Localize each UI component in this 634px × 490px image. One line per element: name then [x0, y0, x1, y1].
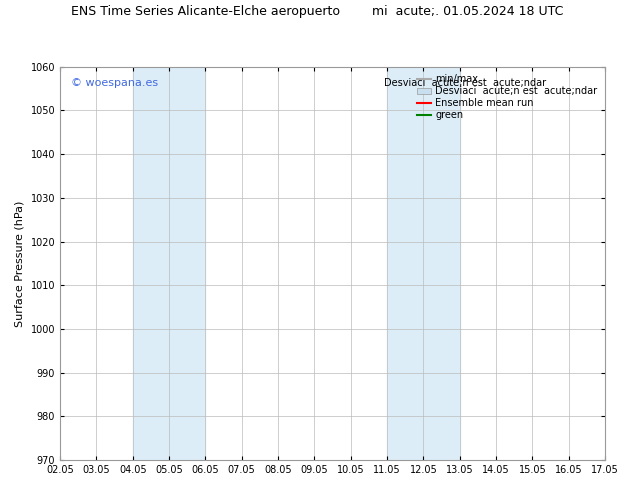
Text: Desviaci  acute;n est  acute;ndar: Desviaci acute;n est acute;ndar — [384, 78, 547, 88]
Bar — [133, 67, 205, 460]
Text: ENS Time Series Alicante-Elche aeropuerto        mi  acute;. 01.05.2024 18 UTC: ENS Time Series Alicante-Elche aeropuert… — [71, 5, 563, 18]
Text: © woespana.es: © woespana.es — [71, 78, 158, 88]
Y-axis label: Surface Pressure (hPa): Surface Pressure (hPa) — [15, 200, 25, 326]
Bar — [387, 67, 460, 460]
Legend: min/max, Desviaci  acute;n est  acute;ndar, Ensemble mean run, green: min/max, Desviaci acute;n est acute;ndar… — [414, 72, 600, 123]
